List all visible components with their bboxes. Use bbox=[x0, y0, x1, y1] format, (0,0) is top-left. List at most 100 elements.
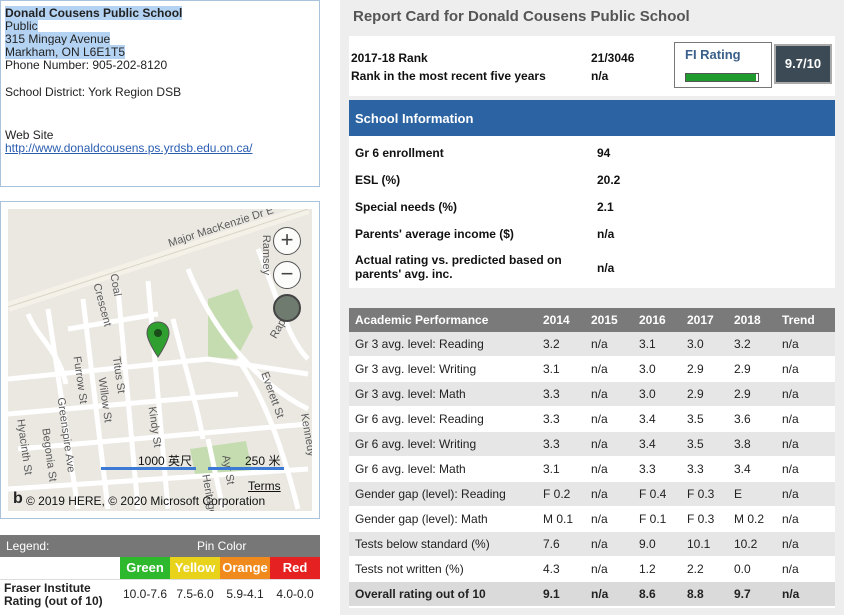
rank-five-year-value: n/a bbox=[591, 69, 609, 83]
academic-cell-label: Gr 3 avg. level: Reading bbox=[355, 337, 484, 351]
si-value-esl: 20.2 bbox=[597, 173, 621, 187]
map-style-globe-icon[interactable] bbox=[273, 294, 301, 322]
academic-cell-2018: 0.0 bbox=[734, 562, 751, 576]
report-card-title: Report Card for Donald Cousens Public Sc… bbox=[353, 8, 690, 25]
si-label-actual-vs-predicted: Actual rating vs. predicted based on par… bbox=[355, 253, 562, 281]
academic-cell-label: Gr 3 avg. level: Writing bbox=[355, 362, 477, 376]
academic-cell-2015: n/a bbox=[591, 412, 608, 426]
legend-yellow: Yellow bbox=[170, 557, 220, 579]
academic-cell-2016: 3.0 bbox=[639, 387, 656, 401]
academic-cell-trend: n/a bbox=[782, 487, 799, 501]
academic-cell-2014: 3.2 bbox=[543, 337, 560, 351]
legend-green: Green bbox=[120, 557, 170, 579]
academic-cell-2015: n/a bbox=[591, 437, 608, 451]
academic-row: Gr 6 avg. level: Writing 3.3 n/a 3.4 3.5 3.8 n… bbox=[349, 432, 835, 456]
academic-cell-2014: F 0.2 bbox=[543, 487, 571, 501]
school-map-pin-icon[interactable] bbox=[146, 321, 170, 359]
pin-color-legend: Legend: Pin Color Green Yellow Orange Re… bbox=[0, 535, 320, 615]
academic-cell-2018: 3.4 bbox=[734, 462, 751, 476]
academic-cell-2014: 3.3 bbox=[543, 387, 560, 401]
academic-cell-trend: n/a bbox=[782, 562, 799, 576]
legend-rating-label-line2: Rating (out of 10) bbox=[4, 594, 103, 608]
academic-row: Gr 6 avg. level: Math 3.1 n/a 3.3 3.3 3.4 n/a bbox=[349, 457, 835, 481]
academic-cell-2017: 2.2 bbox=[687, 562, 704, 576]
academic-cell-2018: 9.7 bbox=[734, 587, 751, 601]
academic-header-row: Academic Performance 2014 2015 2016 2017… bbox=[349, 308, 835, 332]
school-street: 315 Mingay Avenue bbox=[5, 32, 111, 46]
academic-cell-label: Gender gap (level): Reading bbox=[355, 487, 506, 501]
legend-pin-color-label: Pin Color bbox=[197, 539, 247, 553]
school-district: School District: York Region DSB bbox=[5, 85, 182, 99]
academic-cell-trend: n/a bbox=[782, 512, 799, 526]
academic-cell-2015: n/a bbox=[591, 387, 608, 401]
legend-range-row: 10.0-7.6 7.5-6.0 5.9-4.1 4.0-0.0 bbox=[120, 587, 320, 601]
academic-cell-2017: 10.1 bbox=[687, 537, 711, 551]
zoom-in-button[interactable]: + bbox=[273, 227, 301, 255]
academic-cell-2014: 3.3 bbox=[543, 412, 560, 426]
academic-cell-2015: n/a bbox=[591, 512, 608, 526]
academic-row: Gr 6 avg. level: Reading 3.3 n/a 3.4 3.5 3.6 n… bbox=[349, 407, 835, 431]
academic-cell-trend: n/a bbox=[782, 462, 799, 476]
academic-row: Overall rating out of 10 9.1 n/a 8.6 8.8 9.7 n… bbox=[349, 582, 835, 606]
academic-cell-2015: n/a bbox=[591, 462, 608, 476]
academic-header-trend: Trend bbox=[782, 313, 815, 327]
fi-rating-box: FI Rating bbox=[674, 42, 772, 88]
map-streets-graphic bbox=[8, 209, 310, 510]
academic-cell-label: Gender gap (level): Math bbox=[355, 512, 488, 526]
academic-row: Gender gap (level): Reading F 0.2 n/a F 0.4… bbox=[349, 482, 835, 506]
academic-cell-2016: F 0.1 bbox=[639, 512, 667, 526]
academic-cell-trend: n/a bbox=[782, 537, 799, 551]
terms-link[interactable]: Terms bbox=[248, 479, 281, 493]
academic-cell-2017: 3.0 bbox=[687, 337, 704, 351]
academic-cell-trend: n/a bbox=[782, 412, 799, 426]
school-info-header: School Information bbox=[349, 100, 835, 136]
academic-cell-2018: 3.2 bbox=[734, 337, 751, 351]
map-canvas[interactable]: Major MacKenzie Dr E Crescent Coal Titus… bbox=[8, 209, 312, 511]
academic-cell-2018: 10.2 bbox=[734, 537, 758, 551]
fi-rating-value: 9.7/10 bbox=[774, 44, 832, 84]
academic-cell-label: Gr 3 avg. level: Math bbox=[355, 387, 466, 401]
academic-cell-2017: 3.5 bbox=[687, 412, 704, 426]
school-name: Donald Cousens Public School bbox=[5, 6, 183, 20]
si-label-special-needs: Special needs (%) bbox=[355, 200, 458, 214]
academic-cell-2014: 3.1 bbox=[543, 462, 560, 476]
academic-row: Gr 3 avg. level: Math 3.3 n/a 3.0 2.9 2.9 n/a bbox=[349, 382, 835, 406]
si-value-income: n/a bbox=[597, 227, 615, 241]
rank-label: 2017-18 Rank bbox=[351, 51, 428, 65]
zoom-out-button[interactable]: − bbox=[273, 261, 301, 289]
fi-rating-label: FI Rating bbox=[685, 47, 741, 62]
academic-header-2017: 2017 bbox=[687, 313, 714, 327]
academic-cell-2016: 9.0 bbox=[639, 537, 656, 551]
academic-cell-2014: M 0.1 bbox=[543, 512, 574, 526]
legend-color-row: Green Yellow Orange Red bbox=[120, 557, 320, 579]
academic-cell-label: Gr 6 avg. level: Reading bbox=[355, 412, 484, 426]
academic-cell-trend: n/a bbox=[782, 387, 799, 401]
academic-row: Tests below standard (%) 7.6 n/a 9.0 10.1 10.… bbox=[349, 532, 835, 556]
street-label-ramsey: Ramsey bbox=[260, 234, 273, 276]
fi-rating-bar-fill bbox=[686, 74, 756, 81]
scale-label-feet: 1000 英尺 bbox=[138, 454, 193, 468]
website-link[interactable]: http://www.donaldcousens.ps.yrdsb.edu.on… bbox=[5, 141, 253, 155]
legend-divider bbox=[0, 579, 320, 580]
school-phone: Phone Number: 905-202-8120 bbox=[5, 58, 168, 72]
academic-cell-2018: 3.8 bbox=[734, 437, 751, 451]
legend-range-red: 4.0-0.0 bbox=[276, 587, 314, 601]
map-copyright: © 2019 HERE, © 2020 Microsoft Corporatio… bbox=[26, 494, 266, 508]
academic-header-title: Academic Performance bbox=[355, 313, 489, 327]
academic-cell-2015: n/a bbox=[591, 337, 608, 351]
academic-cell-2017: F 0.3 bbox=[687, 512, 715, 526]
legend-range-yellow: 7.5-6.0 bbox=[176, 587, 214, 601]
si-label-actual-line2: parents' avg. inc. bbox=[355, 267, 453, 281]
si-label-actual-line1: Actual rating vs. predicted based on bbox=[355, 253, 562, 267]
legend-orange: Orange bbox=[220, 557, 270, 579]
academic-row: Gr 3 avg. level: Writing 3.1 n/a 3.0 2.9 2.9 n… bbox=[349, 357, 835, 381]
academic-cell-2017: 2.9 bbox=[687, 387, 704, 401]
academic-cell-label: Tests below standard (%) bbox=[355, 537, 490, 551]
scale-bar-meters bbox=[208, 467, 284, 470]
academic-cell-label: Overall rating out of 10 bbox=[355, 587, 486, 601]
academic-cell-2015: n/a bbox=[591, 562, 608, 576]
school-address-panel: Donald Cousens Public School Public 315 … bbox=[0, 0, 320, 187]
academic-cell-2017: F 0.3 bbox=[687, 487, 715, 501]
academic-cell-trend: n/a bbox=[782, 587, 800, 601]
scale-label-meters: 250 米 bbox=[245, 454, 281, 468]
